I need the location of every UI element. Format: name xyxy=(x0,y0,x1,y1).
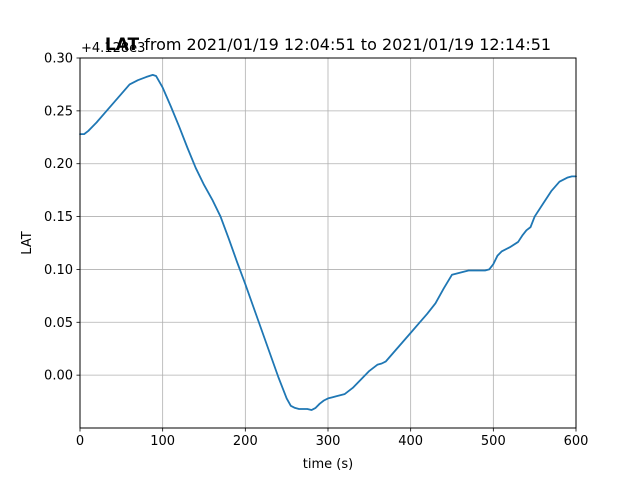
x-tick-label: 500 xyxy=(481,434,506,449)
y-tick-label: 0.25 xyxy=(44,104,73,119)
y-tick-label: 0.05 xyxy=(44,316,73,331)
axis-ticks: 0 100 200 300 400 500 600 0.00 0.05 0.10 0.15 0.20 0… xyxy=(44,52,588,450)
y-tick-label: 0.15 xyxy=(44,210,73,225)
y-axis-label: LAT xyxy=(20,231,35,254)
chart-title-bold: LAT xyxy=(105,35,140,55)
series-lines xyxy=(79,74,577,411)
y-tick-label: 0.30 xyxy=(44,52,73,67)
chart-title-rest: from 2021/01/19 12:04:51 to 2021/01/19 1… xyxy=(139,35,551,54)
y-tick-label: 0.20 xyxy=(44,157,73,172)
x-axis-label: time (s) xyxy=(303,457,353,472)
y-tick-label: 0.00 xyxy=(44,369,73,384)
y-tick-label: 0.10 xyxy=(44,263,73,278)
x-tick-label: 100 xyxy=(150,434,175,449)
lat-series-line xyxy=(79,74,577,411)
x-tick-label: 0 xyxy=(76,434,84,449)
x-tick-label: 300 xyxy=(316,434,341,449)
chart-title: LAT from 2021/01/19 12:04:51 to 2021/01/… xyxy=(105,35,551,55)
y-offset-label: +4.128e3 xyxy=(81,41,145,56)
x-tick-label: 600 xyxy=(564,434,589,449)
x-tick-label: 200 xyxy=(233,434,258,449)
x-tick-label: 400 xyxy=(398,434,423,449)
